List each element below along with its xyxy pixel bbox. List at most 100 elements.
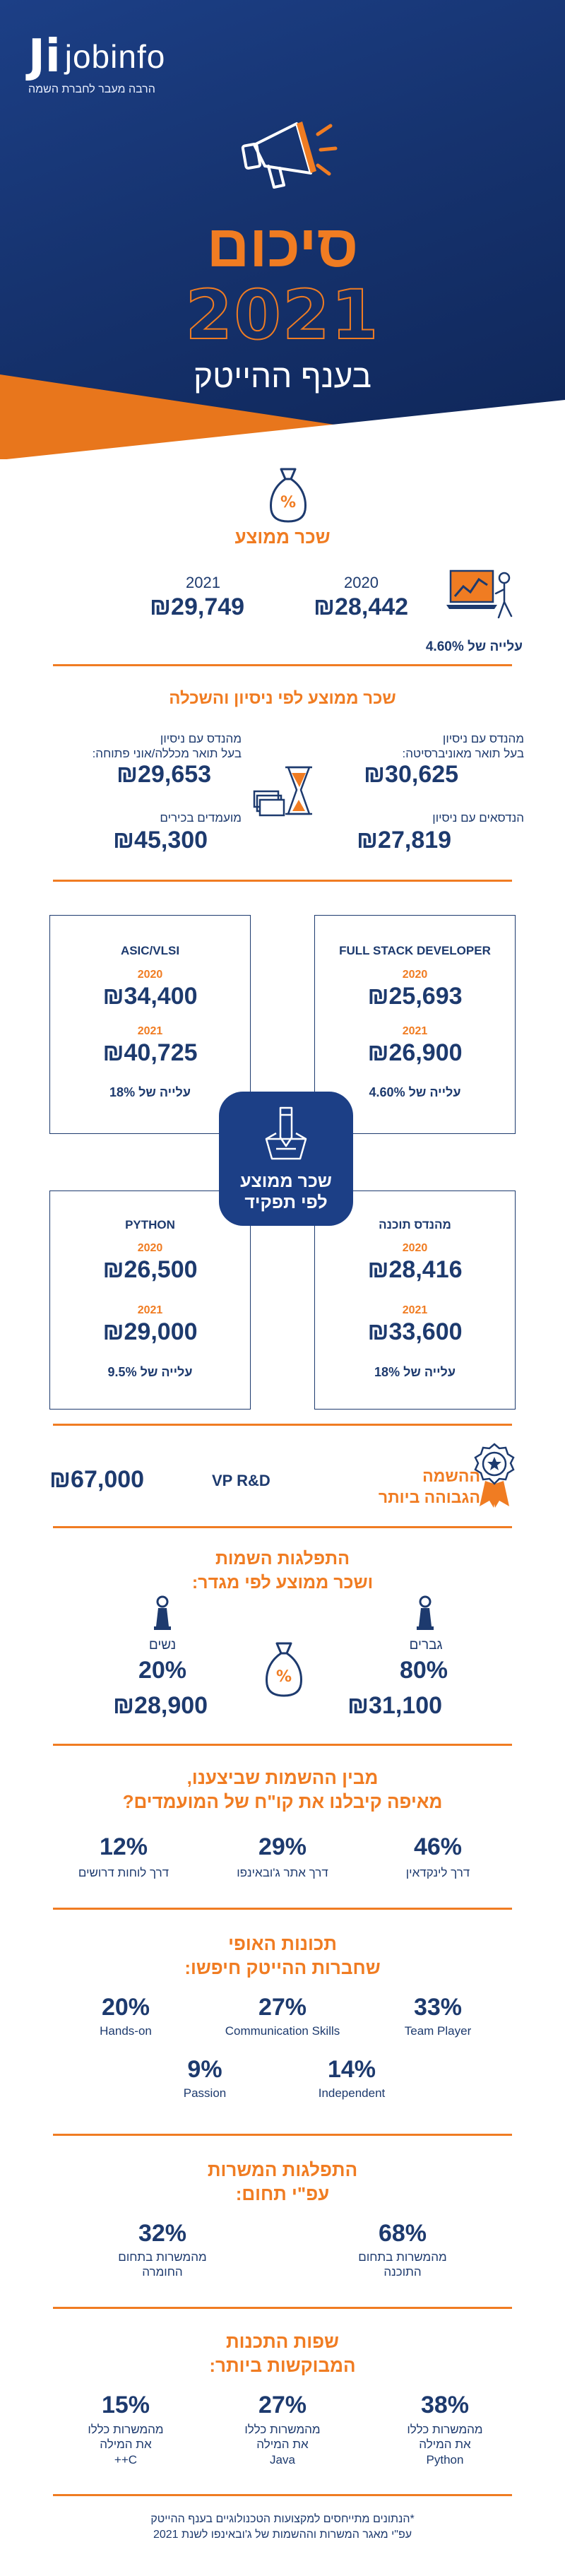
role-box-fullstack: FULL STACK DEVELOPER 2020 ₪25,693 2021 ₪… <box>314 915 516 1134</box>
roles-center-label: שכר ממוצע לפי תפקיד <box>240 1171 332 1212</box>
role-year-2020: 2020 <box>137 1242 163 1254</box>
hero-title: סיכום <box>206 213 359 279</box>
trait-communication-label: Communication Skills <box>225 2024 340 2038</box>
svg-text:%: % <box>276 1668 292 1686</box>
avg-2020-year: 2020 <box>344 574 379 591</box>
traits-title: תכונות האופי שחברות ההייטק חיפשו: <box>184 1933 381 1978</box>
trait-team-label: Team Player <box>404 2024 472 2038</box>
avg-salary-title: שכר ממוצע <box>234 526 331 548</box>
divider-7 <box>53 2134 512 2136</box>
men-label: גברים <box>409 1638 443 1653</box>
role-title: מהנדס תוכנה <box>379 1218 451 1231</box>
divider-8 <box>53 2307 512 2309</box>
avg-2020-value: ₪28,442 <box>314 593 409 620</box>
source-boards-pct: 12% <box>99 1833 148 1860</box>
logo-mark: Ji <box>28 30 61 83</box>
exp-value-practical: ₪27,819 <box>357 827 452 853</box>
hero-subtitle: בענף ההייטק <box>193 358 372 394</box>
lang-python-label: מהמשרות כללו את המילה Python <box>407 2423 483 2466</box>
role-value-2021: ₪40,725 <box>102 1039 198 1066</box>
trait-independent-label: Independent <box>318 2086 386 2100</box>
role-box-software-engineer: מהנדס תוכנה 2020 ₪28,416 2021 ₪33,600 על… <box>314 1190 516 1410</box>
domain-software-pct: 68% <box>378 2220 427 2247</box>
laptop-chart-illustration <box>446 569 513 619</box>
lang-cpp-label: מהמשרות כללו את המילה C++ <box>88 2423 164 2466</box>
hero-header: Ji jobinfo הרבה מעבר לחברת השמה סיכום 20… <box>0 0 565 459</box>
role-value-2020: ₪25,693 <box>367 983 463 1010</box>
lang-java-pct: 27% <box>258 2392 307 2418</box>
role-growth: עלייה של 18% <box>374 1365 456 1379</box>
role-value-2020: ₪28,416 <box>367 1256 463 1283</box>
divider-2 <box>53 880 512 882</box>
logo-tagline: הרבה מעבר לחברת השמה <box>28 83 155 95</box>
divider-9 <box>53 2494 512 2496</box>
male-figure-icon <box>417 1595 434 1630</box>
avg-2021-value: ₪29,749 <box>150 593 245 620</box>
trait-handson-pct: 20% <box>101 1994 150 2021</box>
role-title: PYTHON <box>125 1218 175 1231</box>
role-box-python: PYTHON 2020 ₪26,500 2021 ₪29,000 עלייה ש… <box>49 1190 251 1410</box>
source-linkedin-pct: 46% <box>413 1833 463 1860</box>
domains-title: התפלגות המשרות עפ"י תחום: <box>207 2159 358 2204</box>
men-value: ₪31,100 <box>347 1692 443 1719</box>
role-box-asic: ASIC/VLSI 2020 ₪34,400 2021 ₪40,725 עליי… <box>49 915 251 1134</box>
trait-team-pct: 33% <box>413 1994 463 2021</box>
role-year-2020: 2020 <box>137 969 163 981</box>
exp-value-university: ₪30,625 <box>364 761 459 788</box>
source-linkedin-label: דרך לינקדאין <box>405 1866 470 1879</box>
role-value-2020: ₪26,500 <box>102 1256 198 1283</box>
money-bag-icon: % <box>266 1642 302 1697</box>
divider-5 <box>53 1744 512 1746</box>
avg-2021-year: 2021 <box>186 574 220 591</box>
exp-label-university: מהנדס עם ניסיון בעל תואר מאוניברסיטה: <box>402 732 524 761</box>
source-site-pct: 29% <box>258 1833 307 1860</box>
award-medal-icon <box>474 1443 515 1508</box>
divider-1 <box>53 664 512 666</box>
exp-label-college: מהנדס עם ניסיון בעל תואר מכללה/אוני פתוח… <box>92 732 242 761</box>
jobinfo-logo[interactable]: Ji jobinfo הרבה מעבר לחברת השמה <box>28 34 240 96</box>
exp-value-college: ₪29,653 <box>117 761 212 788</box>
role-title: ASIC/VLSI <box>120 944 180 957</box>
role-value-2021: ₪33,600 <box>367 1318 463 1345</box>
exp-label-senior: מועמדים בכירים <box>160 811 242 825</box>
role-year-2020: 2020 <box>402 969 428 981</box>
top-placement-title: ההשמה הגבוהה ביותר <box>378 1467 480 1506</box>
role-year-2021: 2021 <box>402 1025 428 1037</box>
women-value: ₪28,900 <box>113 1692 208 1719</box>
source-site-label: דרך אתר ג'ובאינפו <box>237 1866 328 1879</box>
footer-note: *הנתונים מתייחסים למקצועות הטכנולוגיים ב… <box>150 2513 415 2541</box>
role-growth: עלייה של 9.5% <box>107 1365 193 1379</box>
role-title: FULL STACK DEVELOPER <box>339 944 491 957</box>
languages-title: שפות התכנות המבוקשות ביותר: <box>209 2331 356 2376</box>
women-label: נשים <box>148 1638 177 1653</box>
gender-title: התפלגות השמות ושכר ממוצע לפי מגדר: <box>191 1549 374 1593</box>
exp-label-practical: הנדסאים עם ניסיון <box>432 811 524 825</box>
domain-software-label: מהמשרות בתחום התוכנה <box>358 2250 447 2279</box>
lang-java-label: מהמשרות כללו את המילה Java <box>244 2423 321 2466</box>
men-pct: 80% <box>399 1657 448 1684</box>
divider-6 <box>53 1908 512 1910</box>
lang-cpp-pct: 15% <box>101 2392 150 2418</box>
role-year-2021: 2021 <box>137 1025 163 1037</box>
roles-center-badge: שכר ממוצע לפי תפקיד <box>219 1092 353 1226</box>
role-year-2021: 2021 <box>402 1304 428 1316</box>
role-year-2020: 2020 <box>402 1242 428 1254</box>
exp-value-senior: ₪45,300 <box>113 827 208 853</box>
money-bag-icon: % <box>270 468 307 523</box>
role-growth: עלייה של 4.60% <box>369 1085 461 1099</box>
role-value-2021: ₪26,900 <box>367 1039 463 1066</box>
trait-independent-pct: 14% <box>327 2056 376 2083</box>
role-value-2021: ₪29,000 <box>102 1318 198 1345</box>
divider-3 <box>53 1424 512 1426</box>
megaphone-icon <box>241 122 338 189</box>
hero-year: 2021 <box>184 275 380 355</box>
role-growth: עלייה של 18% <box>109 1085 191 1099</box>
sources-title: מבין ההשמות שביצענו, מאיפה קיבלנו את קו"… <box>122 1767 443 1812</box>
trait-handson-label: Hands-on <box>100 2024 152 2038</box>
divider-4 <box>53 1526 512 1528</box>
trait-communication-pct: 27% <box>258 1994 307 2021</box>
domain-hardware-pct: 32% <box>138 2220 187 2247</box>
top-placement-value: ₪67,000 <box>49 1466 145 1493</box>
trait-passion-pct: 9% <box>187 2056 222 2083</box>
